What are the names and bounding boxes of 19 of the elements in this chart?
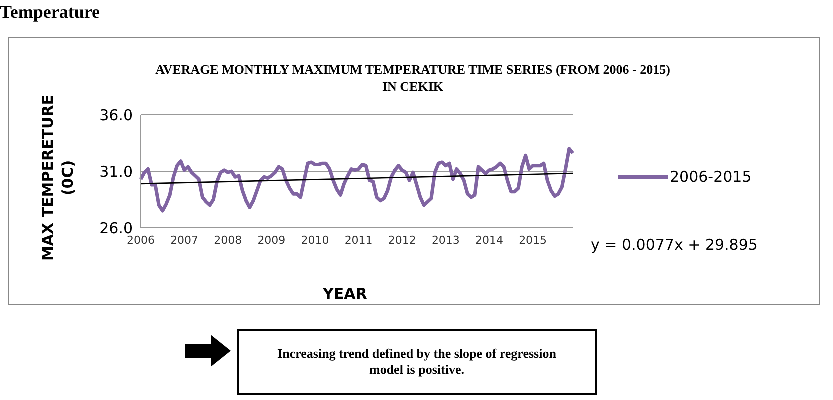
legend-label: 2006-2015 [669, 168, 752, 186]
line-series [139, 147, 575, 213]
text-box: Increasing trend defined by the slope of regression model is positive. [237, 329, 597, 395]
x-tick-label: 2007 [170, 234, 199, 247]
x-tick-label: 2008 [214, 234, 242, 247]
text: y = 0.0077x + 29.895 [591, 236, 758, 254]
y-tick-label: 31.0 [100, 162, 133, 181]
x-axis-title: YEAR [323, 285, 368, 303]
x-tick-label: 2010 [301, 234, 330, 247]
x-tick-label: 2013 [432, 234, 460, 247]
y-tick-label: 36.0 [100, 106, 133, 124]
y-axis-title: MAX TEMPERETURE (0C) [38, 94, 78, 263]
x-tick-label: 2014 [476, 234, 504, 247]
chart-title: AVERAGE MONTHLY MAXIMUM TEMPERATURE TIME SERIES (FROM 2006 - 2015) IN CEKIK [154, 61, 672, 95]
x-tick-label: 2015 [519, 234, 548, 247]
text: Temperature [0, 2, 100, 23]
x-tick-label: 2012 [388, 234, 416, 247]
x-tick-label: 2011 [344, 234, 373, 247]
x-tick-label: 2009 [258, 234, 286, 247]
